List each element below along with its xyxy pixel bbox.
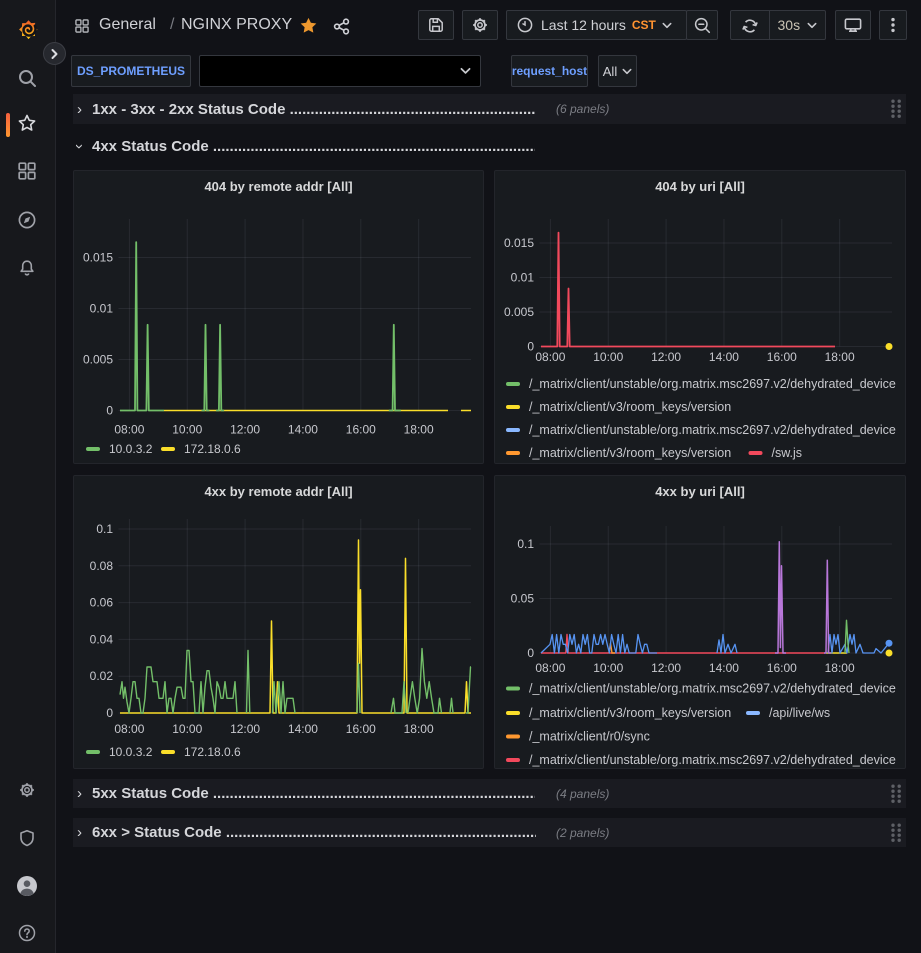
svg-text:0: 0 bbox=[527, 340, 534, 354]
svg-text:/_matrix/client/unstable/org.m: /_matrix/client/unstable/org.matrix.msc2… bbox=[529, 377, 896, 391]
svg-text:10:00: 10:00 bbox=[172, 423, 202, 437]
svg-text:0.01: 0.01 bbox=[511, 271, 535, 285]
svg-text:0.05: 0.05 bbox=[511, 592, 535, 606]
svg-text:0.1: 0.1 bbox=[96, 522, 113, 536]
svg-text:10.0.3.2: 10.0.3.2 bbox=[109, 745, 153, 759]
svg-text:/_matrix/client/v3/room_keys/v: /_matrix/client/v3/room_keys/version bbox=[529, 706, 731, 720]
svg-text:0.005: 0.005 bbox=[504, 305, 534, 319]
svg-text:0: 0 bbox=[106, 706, 113, 720]
svg-text:0: 0 bbox=[106, 404, 113, 418]
svg-text:0.005: 0.005 bbox=[83, 353, 113, 367]
svg-text:/_matrix/client/unstable/org.m: /_matrix/client/unstable/org.matrix.msc2… bbox=[529, 423, 896, 437]
svg-text:08:00: 08:00 bbox=[535, 350, 565, 364]
svg-text:16:00: 16:00 bbox=[767, 350, 797, 364]
svg-text:/_matrix/client/v3/room_keys/v: /_matrix/client/v3/room_keys/version bbox=[529, 400, 731, 414]
svg-text:172.18.0.6: 172.18.0.6 bbox=[184, 745, 241, 759]
svg-text:0.015: 0.015 bbox=[83, 251, 113, 265]
svg-text:/_matrix/client/v3/room_keys/v: /_matrix/client/v3/room_keys/version bbox=[529, 446, 731, 460]
svg-text:0.01: 0.01 bbox=[90, 302, 114, 316]
svg-text:12:00: 12:00 bbox=[651, 350, 681, 364]
svg-text:0.1: 0.1 bbox=[517, 537, 534, 551]
svg-text:/_matrix/client/unstable/org.m: /_matrix/client/unstable/org.matrix.msc2… bbox=[529, 753, 896, 767]
svg-text:14:00: 14:00 bbox=[288, 423, 318, 437]
svg-text:18:00: 18:00 bbox=[404, 423, 434, 437]
svg-text:0.02: 0.02 bbox=[90, 669, 114, 683]
svg-text:18:00: 18:00 bbox=[825, 350, 855, 364]
svg-text:12:00: 12:00 bbox=[230, 423, 260, 437]
svg-text:172.18.0.6: 172.18.0.6 bbox=[184, 442, 241, 456]
svg-text:14:00: 14:00 bbox=[709, 350, 739, 364]
svg-text:14:00: 14:00 bbox=[288, 722, 318, 736]
svg-text:16:00: 16:00 bbox=[346, 423, 376, 437]
svg-text:0: 0 bbox=[527, 646, 534, 660]
svg-text:18:00: 18:00 bbox=[404, 722, 434, 736]
svg-text:/_matrix/client/unstable/org.m: /_matrix/client/unstable/org.matrix.msc2… bbox=[529, 682, 896, 696]
svg-text:10:00: 10:00 bbox=[593, 350, 623, 364]
svg-text:08:00: 08:00 bbox=[114, 423, 144, 437]
svg-text:10:00: 10:00 bbox=[593, 661, 623, 675]
svg-text:18:00: 18:00 bbox=[825, 661, 855, 675]
svg-text:12:00: 12:00 bbox=[651, 661, 681, 675]
svg-text:16:00: 16:00 bbox=[767, 661, 797, 675]
svg-text:0.08: 0.08 bbox=[90, 559, 114, 573]
svg-text:10:00: 10:00 bbox=[172, 722, 202, 736]
svg-text:/_matrix/client/r0/sync: /_matrix/client/r0/sync bbox=[529, 730, 650, 744]
svg-text:08:00: 08:00 bbox=[114, 722, 144, 736]
svg-text:0.015: 0.015 bbox=[504, 236, 534, 250]
svg-text:14:00: 14:00 bbox=[709, 661, 739, 675]
svg-text:16:00: 16:00 bbox=[346, 722, 376, 736]
svg-text:0.06: 0.06 bbox=[90, 596, 114, 610]
svg-text:0.04: 0.04 bbox=[90, 632, 114, 646]
svg-text:08:00: 08:00 bbox=[535, 661, 565, 675]
svg-text:/sw.js: /sw.js bbox=[772, 446, 803, 460]
svg-text:12:00: 12:00 bbox=[230, 722, 260, 736]
svg-text:10.0.3.2: 10.0.3.2 bbox=[109, 442, 153, 456]
svg-text:/api/live/ws: /api/live/ws bbox=[769, 706, 830, 720]
